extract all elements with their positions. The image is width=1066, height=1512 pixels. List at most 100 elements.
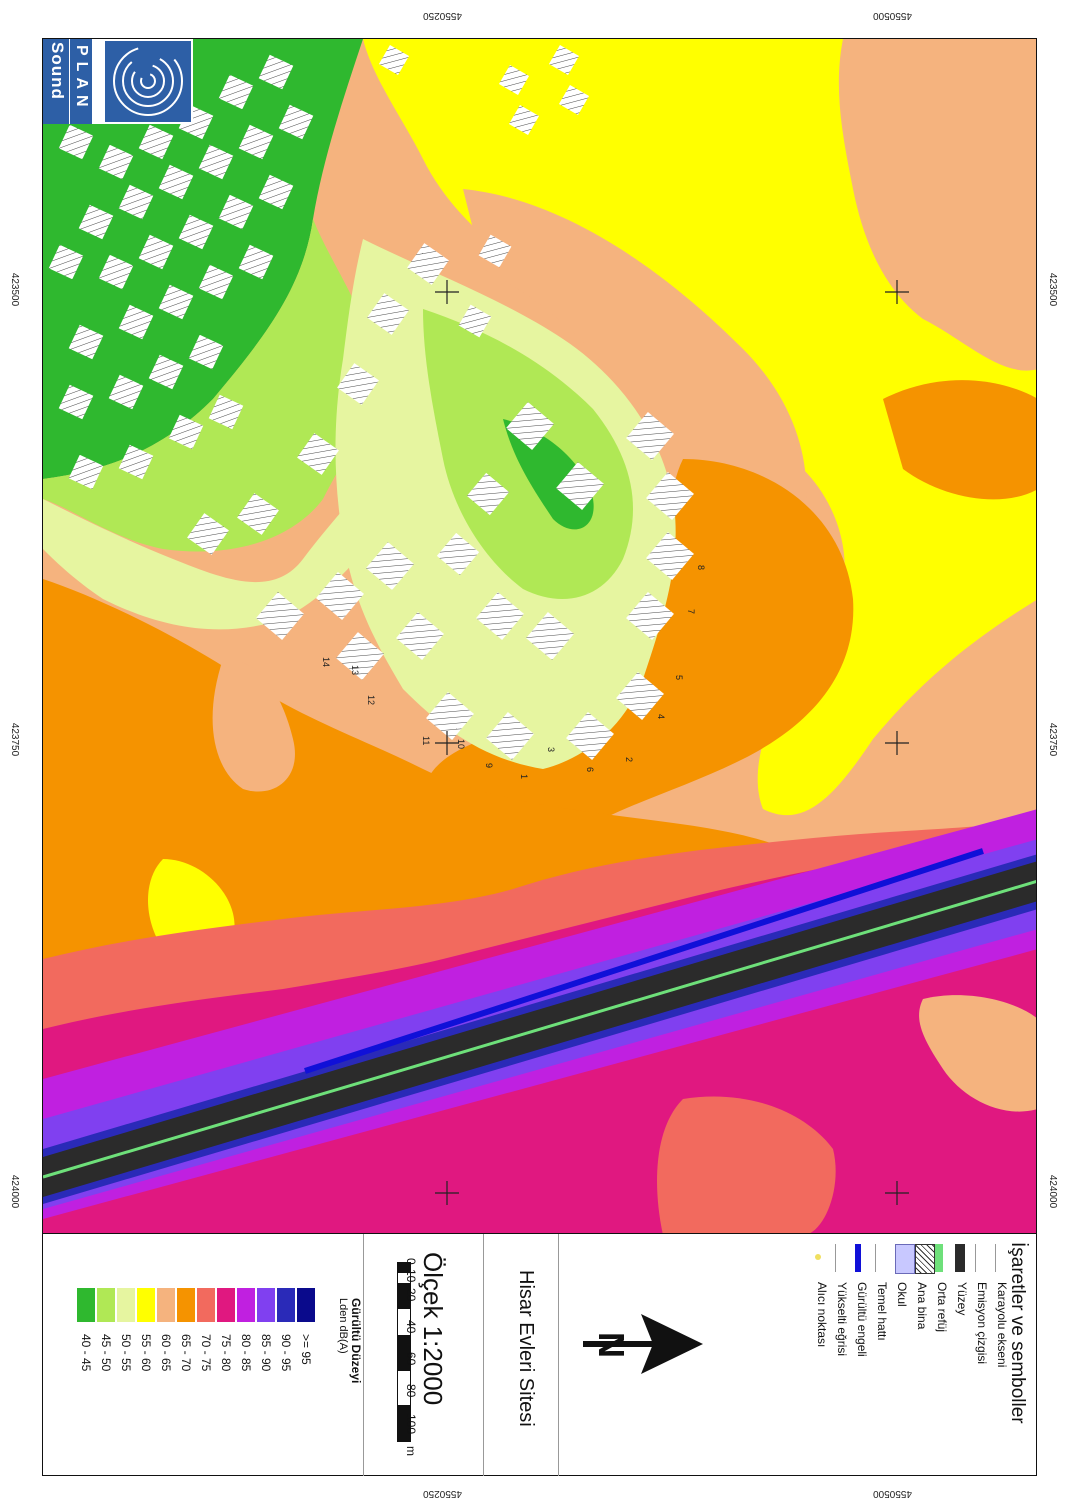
noise-barrier-line bbox=[304, 848, 984, 1074]
grid-crosshairs bbox=[435, 280, 909, 1205]
top-coord-2: 4550500 bbox=[873, 10, 912, 21]
noise-class-swatch bbox=[257, 1288, 275, 1322]
thin-line-icon bbox=[995, 1244, 996, 1272]
noise-class-label: 65 - 70 bbox=[179, 1334, 193, 1372]
thin-line-icon bbox=[975, 1244, 976, 1272]
legend-divider bbox=[558, 1234, 559, 1476]
noise-class-swatch bbox=[217, 1288, 235, 1322]
noise-class-swatch bbox=[237, 1288, 255, 1322]
receiver-label: 1 bbox=[519, 774, 529, 779]
receiver-label: 6 bbox=[585, 767, 595, 772]
noise-map-canvas: 1 2 3 4 5 6 7 8 9 10 11 12 13 14 bbox=[43, 39, 1036, 1233]
scale-tick-80: 80 bbox=[404, 1384, 418, 1398]
receiver-label: 7 bbox=[686, 609, 696, 614]
right-coord-2: 423750 bbox=[1047, 722, 1059, 757]
legend-panel: Gürültü Düzeyi Lden dB(A) >= 95 90 - 95 85… bbox=[42, 1234, 1037, 1476]
symbols-title: İşaretler ve semboller bbox=[1007, 1242, 1028, 1424]
receiver-label: 2 bbox=[624, 757, 634, 762]
noise-class-label: 55 - 60 bbox=[139, 1334, 153, 1372]
bottom-coord-2: 4550500 bbox=[873, 1488, 912, 1499]
zone-70-75-patch bbox=[657, 1096, 836, 1233]
noise-class-label: 75 - 80 bbox=[219, 1334, 233, 1372]
symbol-label: Gürültü engeli bbox=[855, 1282, 869, 1357]
zone-65-70-patch bbox=[883, 380, 1036, 500]
symbol-label: Okul bbox=[895, 1282, 909, 1307]
zone-60-65-island bbox=[212, 659, 295, 792]
noise-class-label: 80 - 85 bbox=[239, 1334, 253, 1372]
receiver-label: 9 bbox=[484, 763, 494, 768]
receiver-label: 4 bbox=[656, 714, 666, 719]
noise-class-label: 60 - 65 bbox=[159, 1334, 173, 1372]
legend-divider bbox=[483, 1234, 484, 1476]
noise-class-swatch bbox=[157, 1288, 175, 1322]
receiver-label: 12 bbox=[366, 695, 376, 705]
scale-tick-0: 0 bbox=[404, 1258, 418, 1265]
noise-class-swatch bbox=[277, 1288, 295, 1322]
left-coord-2: 423750 bbox=[9, 722, 21, 757]
noise-class-swatch bbox=[297, 1288, 315, 1322]
left-coord-3: 424000 bbox=[9, 1174, 21, 1209]
receiver-label: 14 bbox=[321, 657, 331, 667]
symbol-label: Yükselti eğrisi bbox=[835, 1282, 849, 1357]
contour-line-icon bbox=[835, 1244, 836, 1272]
noise-class-swatch bbox=[97, 1288, 115, 1322]
noise-title: Gürültü Düzeyi bbox=[349, 1298, 363, 1384]
receiver-labels: 1 2 3 4 5 6 7 8 9 10 11 12 13 14 bbox=[321, 565, 706, 779]
symbol-label: Karayolu ekseni bbox=[995, 1282, 1009, 1368]
zone-60-65-corner bbox=[919, 995, 1036, 1112]
scale-tick-20: 20 bbox=[404, 1288, 418, 1302]
logo-swirl-icon bbox=[113, 46, 183, 116]
right-coord-1: 423500 bbox=[1047, 272, 1059, 307]
noise-barrier-icon bbox=[855, 1244, 861, 1272]
scale-bar bbox=[397, 1262, 411, 1442]
north-letter: N bbox=[591, 1332, 632, 1358]
logo-text-band: Sound bbox=[43, 39, 69, 124]
zone-60-65-patch bbox=[838, 39, 1036, 371]
symbol-label: Orta refüj bbox=[935, 1282, 949, 1333]
symbol-label: Temel hattı bbox=[875, 1282, 889, 1341]
zone-50-55 bbox=[43, 459, 393, 630]
symbol-label: Alıcı noktası bbox=[815, 1282, 829, 1348]
scale-tick-60: 60 bbox=[404, 1352, 418, 1366]
logo-text-band-2: PLAN bbox=[69, 39, 92, 124]
legend-divider bbox=[363, 1234, 364, 1476]
receiver-point-icon bbox=[815, 1254, 821, 1260]
median-icon bbox=[935, 1244, 943, 1272]
road-median bbox=[43, 880, 1036, 1179]
logo-swirl-box bbox=[105, 41, 191, 122]
noise-map: 1 2 3 4 5 6 7 8 9 10 11 12 13 14 bbox=[42, 38, 1037, 1234]
receiver-label: 5 bbox=[674, 675, 684, 680]
receiver-label: 13 bbox=[350, 665, 360, 675]
receiver-label: 11 bbox=[421, 736, 431, 745]
scale-tick-10: 10 bbox=[404, 1269, 418, 1283]
left-coord-1: 423500 bbox=[9, 272, 21, 307]
noise-class-label: 45 - 50 bbox=[99, 1334, 113, 1372]
top-coord-1: 4550250 bbox=[423, 10, 462, 21]
noise-class-label: 50 - 55 bbox=[119, 1334, 133, 1372]
noise-class-label: 90 - 95 bbox=[279, 1334, 293, 1372]
noise-class-swatch bbox=[77, 1288, 95, 1322]
noise-class-swatch bbox=[197, 1288, 215, 1322]
site-name: Hisar Evleri Sitesi bbox=[515, 1270, 537, 1427]
noise-class-label: 40 - 45 bbox=[79, 1334, 93, 1372]
thin-line-icon bbox=[875, 1244, 876, 1272]
road-surface-icon bbox=[955, 1244, 965, 1272]
receiver-label: 10 bbox=[456, 739, 466, 749]
noise-class-label: 85 - 90 bbox=[259, 1334, 273, 1372]
symbol-label: Yüzey bbox=[955, 1282, 969, 1316]
logo-line2: PLAN bbox=[73, 45, 90, 113]
buildings bbox=[48, 44, 694, 760]
right-coord-3: 424000 bbox=[1047, 1174, 1059, 1209]
noise-subtitle: Lden dB(A) bbox=[337, 1298, 349, 1354]
bottom-coord-1: 4550250 bbox=[423, 1488, 462, 1499]
scale-tick-40: 40 bbox=[404, 1320, 418, 1334]
hatched-building-icon bbox=[915, 1244, 935, 1274]
noise-class-label: >= 95 bbox=[299, 1334, 313, 1365]
north-arrow-icon: N bbox=[583, 1314, 703, 1374]
zone-40-45 bbox=[43, 39, 363, 479]
noise-class-label: 70 - 75 bbox=[199, 1334, 213, 1372]
scale-title: Ölçek 1:2000 bbox=[418, 1252, 448, 1406]
noise-class-swatch bbox=[177, 1288, 195, 1322]
symbol-label: Ana bina bbox=[915, 1282, 929, 1330]
scale-unit: m bbox=[404, 1446, 418, 1456]
